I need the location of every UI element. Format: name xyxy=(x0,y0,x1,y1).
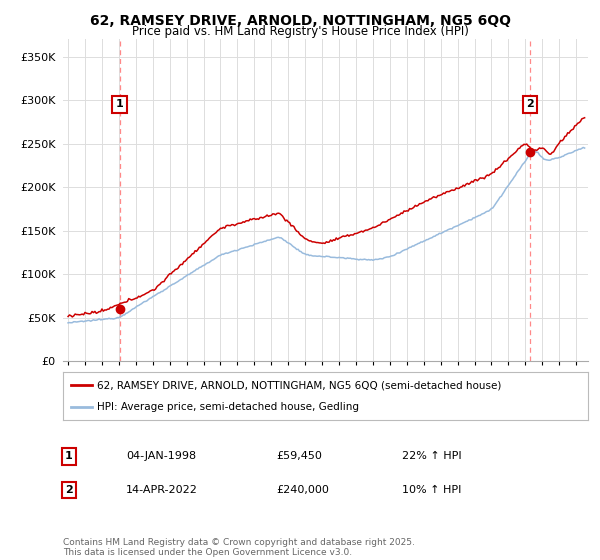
Text: 22% ↑ HPI: 22% ↑ HPI xyxy=(402,451,461,461)
Text: 14-APR-2022: 14-APR-2022 xyxy=(126,485,198,495)
Text: 04-JAN-1998: 04-JAN-1998 xyxy=(126,451,196,461)
Text: 62, RAMSEY DRIVE, ARNOLD, NOTTINGHAM, NG5 6QQ (semi-detached house): 62, RAMSEY DRIVE, ARNOLD, NOTTINGHAM, NG… xyxy=(97,380,502,390)
Text: 2: 2 xyxy=(65,485,73,495)
Text: 62, RAMSEY DRIVE, ARNOLD, NOTTINGHAM, NG5 6QQ: 62, RAMSEY DRIVE, ARNOLD, NOTTINGHAM, NG… xyxy=(89,14,511,28)
Text: 10% ↑ HPI: 10% ↑ HPI xyxy=(402,485,461,495)
Text: £240,000: £240,000 xyxy=(276,485,329,495)
Text: 1: 1 xyxy=(65,451,73,461)
Text: Contains HM Land Registry data © Crown copyright and database right 2025.
This d: Contains HM Land Registry data © Crown c… xyxy=(63,538,415,557)
Text: HPI: Average price, semi-detached house, Gedling: HPI: Average price, semi-detached house,… xyxy=(97,402,359,412)
Text: Price paid vs. HM Land Registry's House Price Index (HPI): Price paid vs. HM Land Registry's House … xyxy=(131,25,469,38)
Text: £59,450: £59,450 xyxy=(276,451,322,461)
Text: 1: 1 xyxy=(116,100,124,109)
Text: 2: 2 xyxy=(526,100,534,109)
